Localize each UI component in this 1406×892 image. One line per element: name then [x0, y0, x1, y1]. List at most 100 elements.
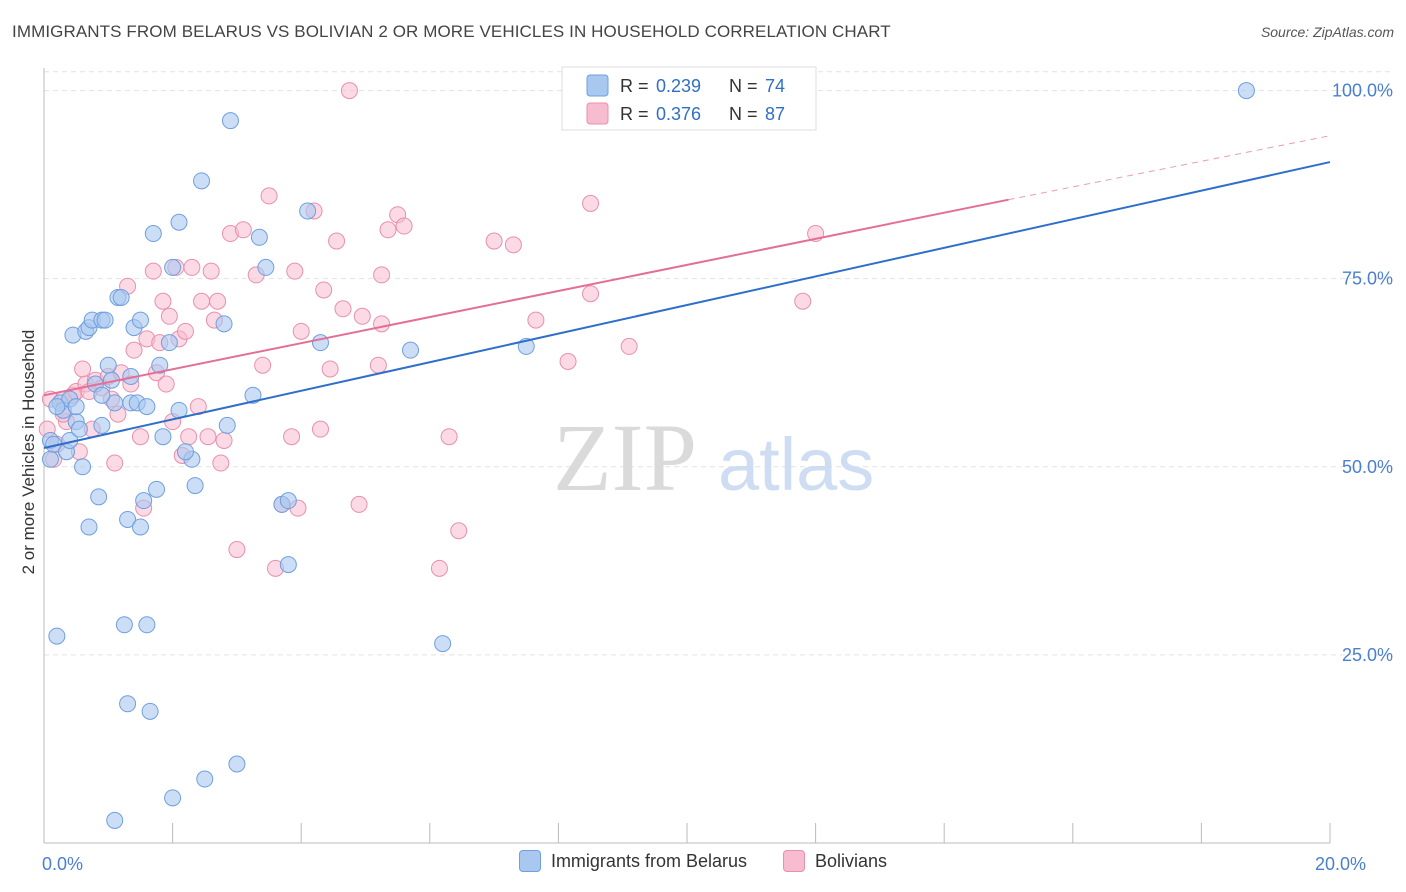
bolivians-point[interactable] — [328, 232, 346, 250]
belarus-point[interactable] — [170, 213, 188, 231]
bolivians-point[interactable] — [485, 232, 503, 250]
bolivians-point[interactable] — [283, 428, 301, 446]
bolivians-point[interactable] — [379, 221, 397, 239]
bolivians-point[interactable] — [353, 307, 371, 325]
belarus-point[interactable] — [48, 398, 66, 416]
belarus-point[interactable] — [90, 488, 108, 506]
bolivians-point[interactable] — [504, 236, 522, 254]
bolivians-point[interactable] — [74, 360, 92, 378]
belarus-point[interactable] — [48, 627, 66, 645]
belarus-point[interactable] — [228, 755, 246, 773]
belarus-point[interactable] — [99, 356, 117, 374]
bolivians-point[interactable] — [440, 428, 458, 446]
belarus-point[interactable] — [196, 770, 214, 788]
bolivians-point[interactable] — [334, 300, 352, 318]
belarus-point[interactable] — [434, 635, 452, 653]
bolivians-point[interactable] — [157, 375, 175, 393]
bolivians-point[interactable] — [212, 454, 230, 472]
bolivians-point[interactable] — [311, 420, 329, 438]
legend-item-bolivians[interactable]: Bolivians — [783, 850, 887, 872]
legend-r-value-bolivians: 0.376 — [656, 104, 701, 124]
bolivians-point[interactable] — [430, 559, 448, 577]
belarus-point[interactable] — [93, 386, 111, 404]
belarus-point[interactable] — [193, 172, 211, 190]
belarus-point[interactable] — [106, 811, 124, 829]
bolivians-point[interactable] — [125, 341, 143, 359]
bolivians-point[interactable] — [160, 307, 178, 325]
belarus-point[interactable] — [160, 334, 178, 352]
bolivians-point[interactable] — [340, 82, 358, 100]
bolivians-point[interactable] — [215, 431, 233, 449]
belarus-point[interactable] — [257, 258, 275, 276]
bolivians-point[interactable] — [315, 281, 333, 299]
bolivians-point[interactable] — [234, 221, 252, 239]
belarus-point[interactable] — [215, 315, 233, 333]
belarus-point[interactable] — [154, 428, 172, 446]
belarus-point[interactable] — [119, 695, 137, 713]
bolivians-point[interactable] — [369, 356, 387, 374]
belarus-point[interactable] — [148, 480, 166, 498]
bolivians-point[interactable] — [527, 311, 545, 329]
bolivians-point[interactable] — [202, 262, 220, 280]
belarus-point[interactable] — [96, 311, 114, 329]
bolivians-point[interactable] — [144, 262, 162, 280]
bolivians-point[interactable] — [286, 262, 304, 280]
bolivians-point[interactable] — [373, 266, 391, 284]
belarus-point[interactable] — [112, 288, 130, 306]
bolivians-point[interactable] — [260, 187, 278, 205]
bolivians-point[interactable] — [350, 495, 368, 513]
bolivians-point[interactable] — [373, 315, 391, 333]
belarus-point[interactable] — [299, 202, 317, 220]
belarus-point[interactable] — [70, 420, 88, 438]
belarus-point[interactable] — [221, 112, 239, 130]
bolivians-point[interactable] — [228, 541, 246, 559]
bolivians-point[interactable] — [154, 292, 172, 310]
belarus-point[interactable] — [176, 443, 194, 461]
belarus-point[interactable] — [93, 416, 111, 434]
bolivians-point[interactable] — [450, 522, 468, 540]
bolivians-point[interactable] — [176, 322, 194, 340]
belarus-point[interactable] — [67, 398, 85, 416]
belarus-point[interactable] — [311, 334, 329, 352]
bolivians-point[interactable] — [794, 292, 812, 310]
belarus-point[interactable] — [74, 458, 92, 476]
belarus-point[interactable] — [138, 398, 156, 416]
bolivians-point[interactable] — [292, 322, 310, 340]
belarus-point[interactable] — [218, 416, 236, 434]
belarus-point[interactable] — [144, 225, 162, 243]
belarus-point[interactable] — [402, 341, 420, 359]
belarus-point[interactable] — [164, 258, 182, 276]
belarus-point[interactable] — [1237, 82, 1255, 100]
belarus-point[interactable] — [244, 386, 262, 404]
belarus-point[interactable] — [119, 510, 137, 528]
bolivians-point[interactable] — [254, 356, 272, 374]
belarus-point[interactable] — [135, 492, 153, 510]
bolivians-point[interactable] — [395, 217, 413, 235]
bolivians-point[interactable] — [209, 292, 227, 310]
bolivians-point[interactable] — [620, 337, 638, 355]
belarus-point[interactable] — [186, 477, 204, 495]
belarus-point[interactable] — [131, 518, 149, 536]
bolivians-point[interactable] — [321, 360, 339, 378]
bolivians-point[interactable] — [183, 258, 201, 276]
bolivians-point[interactable] — [199, 428, 217, 446]
legend-item-belarus[interactable]: Immigrants from Belarus — [518, 850, 747, 872]
bolivians-point[interactable] — [131, 428, 149, 446]
bolivians-point[interactable] — [582, 194, 600, 212]
belarus-point[interactable] — [141, 702, 159, 720]
bolivians-point[interactable] — [559, 352, 577, 370]
belarus-point[interactable] — [131, 311, 149, 329]
belarus-point[interactable] — [250, 228, 268, 246]
bolivians-point[interactable] — [582, 285, 600, 303]
belarus-point[interactable] — [138, 616, 156, 634]
belarus-point[interactable] — [80, 518, 98, 536]
belarus-point[interactable] — [41, 450, 59, 468]
bolivians-point[interactable] — [180, 428, 198, 446]
belarus-point[interactable] — [164, 789, 182, 807]
bolivians-point[interactable] — [193, 292, 211, 310]
belarus-point[interactable] — [151, 356, 169, 374]
belarus-point[interactable] — [279, 492, 297, 510]
belarus-point[interactable] — [115, 616, 133, 634]
bolivians-point[interactable] — [106, 454, 124, 472]
belarus-point[interactable] — [279, 556, 297, 574]
